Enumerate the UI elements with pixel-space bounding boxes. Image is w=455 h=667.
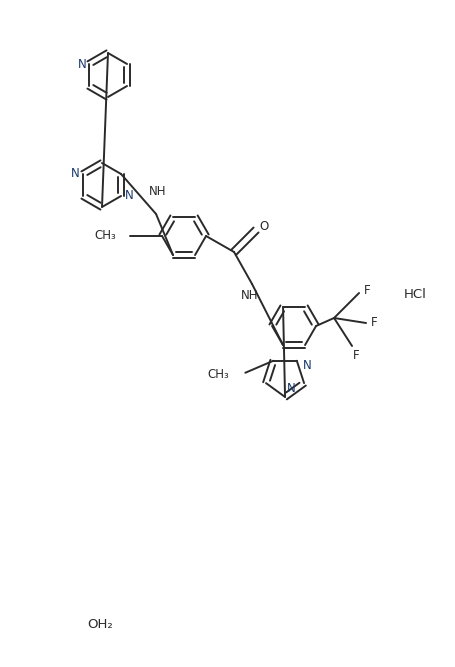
Text: N: N [286, 382, 295, 396]
Text: NH: NH [241, 289, 258, 303]
Text: N: N [302, 360, 310, 372]
Text: OH₂: OH₂ [87, 618, 113, 632]
Text: F: F [363, 285, 369, 297]
Text: F: F [370, 317, 377, 329]
Text: HCl: HCl [403, 289, 425, 301]
Text: CH₃: CH₃ [94, 229, 116, 243]
Text: N: N [77, 57, 86, 71]
Text: N: N [71, 167, 79, 181]
Text: O: O [259, 221, 268, 233]
Text: N: N [124, 189, 133, 203]
Text: NH: NH [148, 185, 166, 199]
Text: F: F [352, 350, 359, 362]
Text: CH₃: CH₃ [207, 368, 229, 382]
